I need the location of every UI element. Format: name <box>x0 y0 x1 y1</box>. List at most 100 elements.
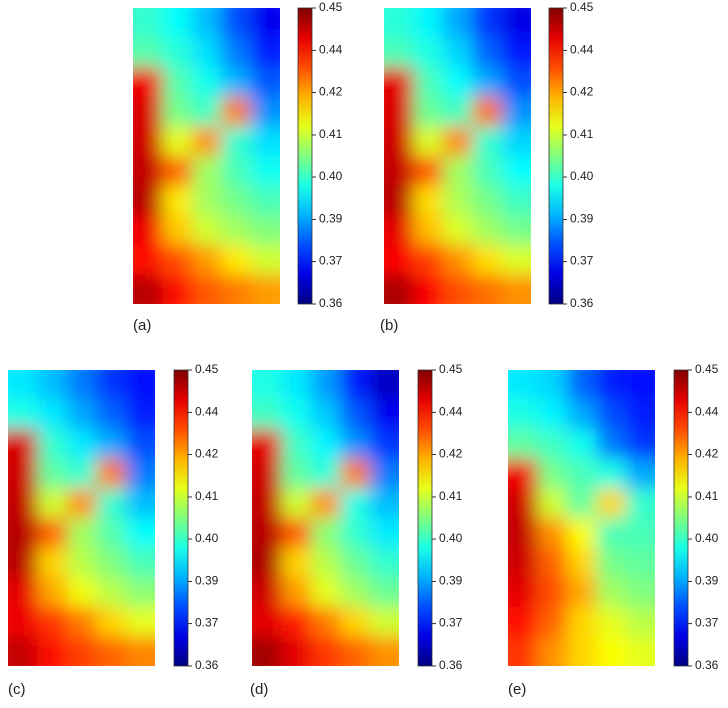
heat-cell <box>8 636 39 666</box>
heat-cell <box>250 96 280 128</box>
heat-cell <box>250 126 280 157</box>
heat-cell <box>133 274 164 304</box>
heat-cell <box>37 518 68 549</box>
heat-cell <box>133 185 164 217</box>
heat-cell <box>191 156 223 187</box>
heat-cell <box>281 606 312 638</box>
heat-cell <box>369 577 399 608</box>
heat-cell <box>66 458 98 490</box>
heat-cell <box>310 606 342 638</box>
heat-cell <box>66 547 98 579</box>
colorbar-tick-label: 0.37 <box>439 616 463 630</box>
heat-cell <box>281 399 312 431</box>
heat-cell <box>501 185 531 217</box>
heat-cell <box>96 606 127 638</box>
heat-cell <box>252 636 283 666</box>
heat-cell <box>125 518 155 549</box>
heat-cell <box>596 458 627 490</box>
heat-cell <box>340 577 371 608</box>
colorbar-tick-label: 0.36 <box>195 658 219 672</box>
colorbar-tick-label: 0.37 <box>195 616 219 630</box>
heat-cell <box>625 458 655 490</box>
heat-cell <box>413 8 444 39</box>
heat-cell <box>369 370 399 401</box>
heat-cell <box>310 518 342 549</box>
heat-cell <box>37 606 68 638</box>
heat-cell <box>162 96 193 128</box>
heat-cell <box>191 244 223 276</box>
heat-cell <box>566 518 598 549</box>
heat-cell <box>596 636 627 666</box>
colorbar-tick-label: 0.41 <box>195 489 219 503</box>
heat-cell <box>472 126 503 157</box>
heat-cell <box>566 636 598 666</box>
heat-cell <box>537 518 568 549</box>
colorbar-tick-label: 0.45 <box>695 362 719 376</box>
heat-cell <box>310 488 342 519</box>
heat-cell <box>413 156 444 187</box>
heat-cell <box>8 606 39 638</box>
heat-cell <box>37 488 68 519</box>
colorbar-tick-label: 0.39 <box>439 574 463 588</box>
heat-cell <box>566 370 598 401</box>
heat-cell <box>250 156 280 187</box>
heat-cell <box>508 547 539 579</box>
heat-cell <box>566 399 598 431</box>
heat-cell <box>340 606 371 638</box>
heat-cell <box>8 488 39 519</box>
heat-cell <box>537 636 568 666</box>
heat-cell <box>340 518 371 549</box>
heat-cell <box>162 274 193 304</box>
heat-cell <box>125 370 155 401</box>
heat-cell <box>442 156 474 187</box>
heat-cell <box>501 244 531 276</box>
heat-cell <box>125 577 155 608</box>
heat-cell <box>252 577 283 608</box>
colorbar-tick-label: 0.42 <box>195 447 219 461</box>
heat-cell <box>369 547 399 579</box>
heatmap <box>252 370 399 666</box>
heat-cell <box>566 429 598 460</box>
heat-cell <box>472 156 503 187</box>
heat-cell <box>442 185 474 217</box>
panel-label: (d) <box>250 681 268 698</box>
heat-cell <box>250 244 280 276</box>
colorbar-tick-label: 0.41 <box>439 489 463 503</box>
heat-cell <box>442 274 474 304</box>
colorbar-tick-label: 0.40 <box>439 531 463 545</box>
heat-cell <box>413 67 444 98</box>
heatmap-cells <box>252 370 399 666</box>
heat-cell <box>191 274 223 304</box>
heat-cell <box>191 8 223 39</box>
heat-cell <box>252 399 283 431</box>
colorbar-tick-label: 0.41 <box>695 489 719 503</box>
heat-cell <box>125 458 155 490</box>
heat-cell <box>340 488 371 519</box>
heat-cell <box>221 96 252 128</box>
heat-cell <box>508 399 539 431</box>
heat-cell <box>221 67 252 98</box>
heat-cell <box>66 518 98 549</box>
heat-cell <box>37 577 68 608</box>
colorbar-tick-label: 0.39 <box>570 212 594 226</box>
colorbar <box>297 7 313 305</box>
heat-cell <box>66 606 98 638</box>
heatmap <box>384 8 531 304</box>
heat-cell <box>369 458 399 490</box>
heatmap-cells <box>8 370 155 666</box>
heat-cell <box>625 577 655 608</box>
heat-cell <box>125 636 155 666</box>
heat-cell <box>596 606 627 638</box>
colorbar-tick-label: 0.36 <box>439 658 463 672</box>
heat-cell <box>191 37 223 69</box>
heat-cell <box>384 274 415 304</box>
heat-cell <box>281 636 312 666</box>
heat-cell <box>384 8 415 39</box>
colorbar-tick-label: 0.39 <box>695 574 719 588</box>
heat-cell <box>96 547 127 579</box>
heat-cell <box>133 96 164 128</box>
heat-cell <box>340 636 371 666</box>
heat-cell <box>37 429 68 460</box>
heat-cell <box>250 215 280 246</box>
heat-cell <box>8 458 39 490</box>
